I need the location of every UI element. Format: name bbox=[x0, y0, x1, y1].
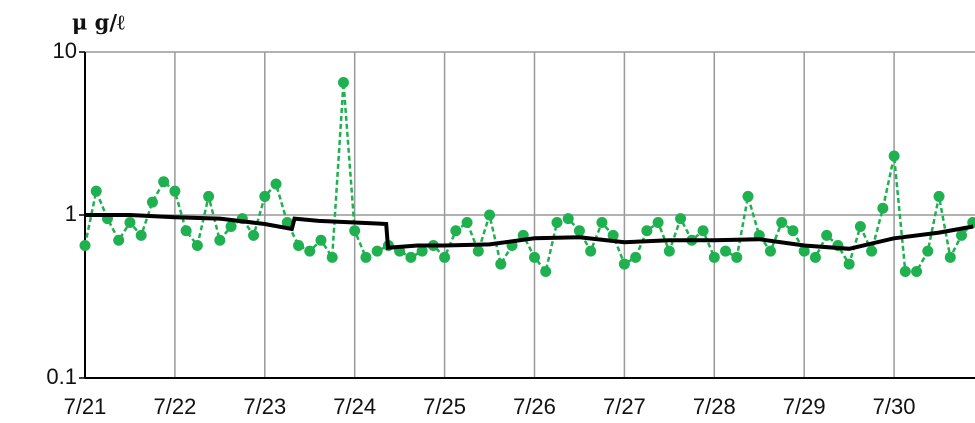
data-point bbox=[866, 245, 878, 257]
data-point bbox=[675, 213, 687, 225]
data-point bbox=[248, 229, 260, 241]
data-point bbox=[944, 251, 956, 263]
data-point bbox=[450, 225, 462, 237]
data-point bbox=[922, 245, 934, 257]
data-point bbox=[180, 225, 192, 237]
data-point bbox=[259, 190, 271, 202]
x-tick-label: 7/29 bbox=[783, 394, 826, 419]
data-point bbox=[214, 234, 226, 246]
data-point bbox=[911, 266, 923, 278]
data-point bbox=[304, 245, 316, 257]
x-tick-label: 7/24 bbox=[333, 394, 376, 419]
data-point bbox=[652, 216, 664, 228]
data-point bbox=[472, 245, 484, 257]
data-point bbox=[90, 185, 102, 197]
data-point bbox=[528, 251, 540, 263]
data-point bbox=[573, 225, 585, 237]
data-point bbox=[607, 229, 619, 241]
data-point bbox=[484, 209, 496, 221]
data-point bbox=[720, 245, 732, 257]
data-point bbox=[843, 258, 855, 270]
data-point bbox=[439, 251, 451, 263]
data-point bbox=[79, 239, 91, 251]
data-point bbox=[146, 196, 158, 208]
data-point bbox=[809, 251, 821, 263]
data-point bbox=[798, 245, 810, 257]
data-point bbox=[169, 185, 181, 197]
data-point bbox=[124, 216, 136, 228]
y-tick-label: 10 bbox=[53, 38, 77, 63]
data-point bbox=[742, 190, 754, 202]
data-point bbox=[776, 216, 788, 228]
data-point bbox=[113, 234, 125, 246]
data-point bbox=[708, 251, 720, 263]
series-line bbox=[85, 213, 974, 251]
y-axis-unit: μ g/ℓ bbox=[72, 10, 125, 35]
x-tick-label: 7/26 bbox=[513, 394, 556, 419]
data-point bbox=[641, 225, 653, 237]
data-point bbox=[854, 221, 866, 233]
data-point bbox=[349, 225, 361, 237]
x-tick-label: 7/21 bbox=[64, 394, 107, 419]
data-point bbox=[821, 229, 833, 241]
data-point bbox=[596, 216, 608, 228]
data-point bbox=[326, 251, 338, 263]
data-point bbox=[158, 176, 170, 188]
y-tick-label: 0.1 bbox=[46, 364, 77, 389]
data-point bbox=[461, 216, 473, 228]
data-point bbox=[663, 245, 675, 257]
x-tick-label: 7/22 bbox=[153, 394, 196, 419]
data-point bbox=[191, 239, 203, 251]
x-tick-label: 7/23 bbox=[243, 394, 286, 419]
data-point bbox=[618, 258, 630, 270]
data-point bbox=[630, 251, 642, 263]
data-point bbox=[562, 213, 574, 225]
x-tick-label: 7/25 bbox=[423, 394, 466, 419]
data-point bbox=[956, 229, 968, 241]
x-tick-label: 7/28 bbox=[693, 394, 736, 419]
data-point bbox=[371, 245, 383, 257]
data-point bbox=[933, 190, 945, 202]
y-tick-label: 1 bbox=[65, 201, 77, 226]
data-point bbox=[225, 221, 237, 233]
data-point bbox=[787, 225, 799, 237]
data-point bbox=[360, 251, 372, 263]
data-point bbox=[899, 266, 911, 278]
data-point bbox=[551, 216, 563, 228]
data-point bbox=[540, 266, 552, 278]
x-tick-label: 7/27 bbox=[603, 394, 646, 419]
data-point bbox=[764, 245, 776, 257]
data-point bbox=[731, 251, 743, 263]
data-point bbox=[416, 245, 428, 257]
data-point bbox=[337, 76, 349, 88]
data-point bbox=[405, 251, 417, 263]
data-point bbox=[203, 190, 215, 202]
x-tick-label: 7/30 bbox=[873, 394, 916, 419]
data-point bbox=[281, 216, 293, 228]
data-point bbox=[315, 234, 327, 246]
data-point bbox=[270, 178, 282, 190]
data-point bbox=[585, 245, 597, 257]
data-point bbox=[135, 229, 147, 241]
data-point bbox=[697, 225, 709, 237]
data-point bbox=[293, 239, 305, 251]
data-point bbox=[888, 150, 900, 162]
data-point bbox=[877, 202, 889, 214]
data-point bbox=[495, 258, 507, 270]
